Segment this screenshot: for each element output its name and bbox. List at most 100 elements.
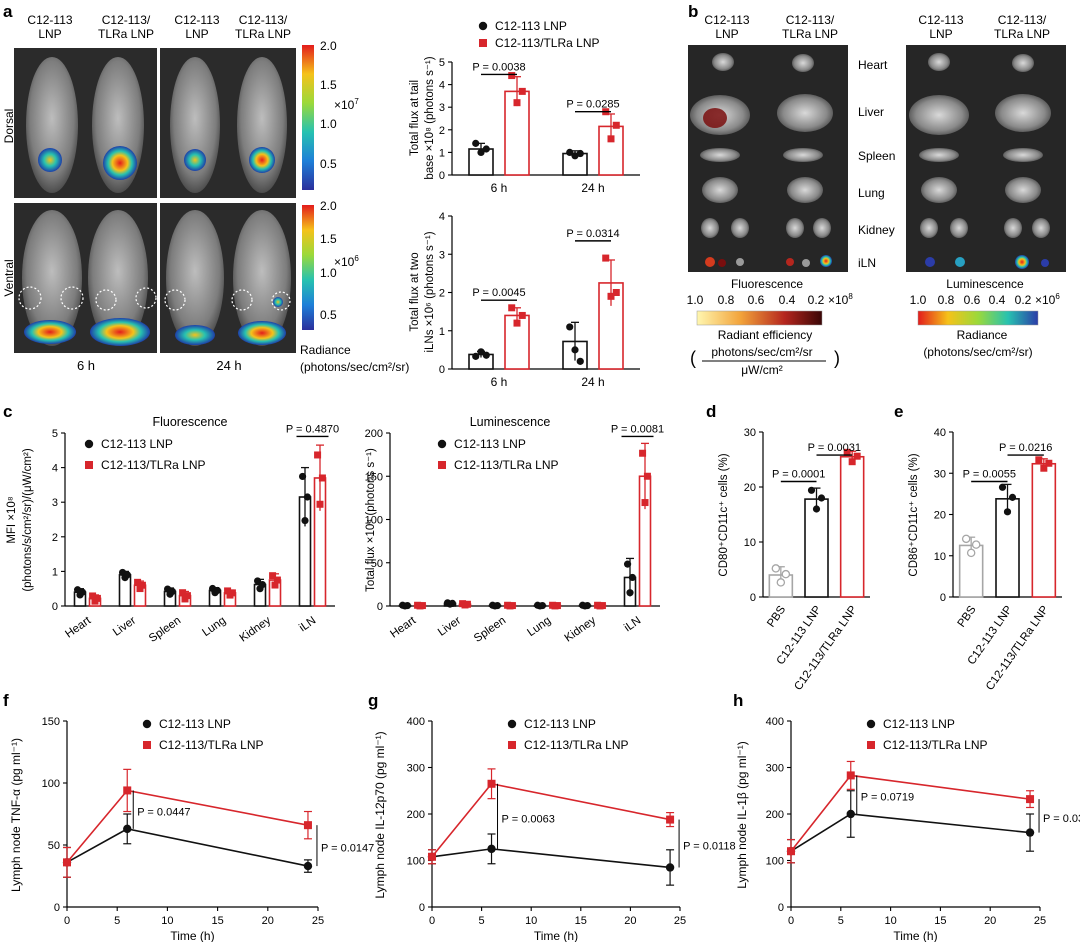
h-x-tick-label: 20: [984, 915, 996, 927]
a_bottom-point-2-2: [612, 289, 620, 296]
c_fl-point-2-6: [314, 451, 322, 459]
e-point-3: [1040, 464, 1048, 472]
a_bottom-point-2-1: [518, 311, 526, 319]
a-bottom-p1-label: P = 0.0045: [472, 287, 525, 299]
e-y-tick-label: 0: [940, 592, 946, 604]
a_bottom-point-1-2: [571, 346, 579, 354]
f-x-tick-label: 5: [114, 915, 120, 927]
a_bottom-y-tick-label: 3: [439, 249, 445, 261]
c_fl-y-tick-label: 4: [52, 463, 58, 475]
g-x-tick-label: 5: [479, 915, 485, 927]
c_lu-point-1-2: [448, 599, 457, 608]
f-x-tick-label: 15: [211, 915, 223, 927]
c_fl-point-1-6: [301, 516, 309, 525]
f-p1-label: P = 0.0447: [137, 807, 190, 819]
c_lu-x-label: Liver: [436, 615, 463, 639]
f-legend-marker-1: [142, 719, 152, 729]
b-fluorescence-title: Fluorescence: [731, 277, 803, 291]
e-ylabel: CD86⁺CD11c⁺ cells (%): [908, 453, 920, 576]
c_lu-point-2-4: [553, 602, 561, 610]
e-point-2: [1003, 508, 1012, 516]
panel-letter-f: f: [3, 691, 9, 710]
g-line-1: [431, 848, 671, 869]
d-point-1: [771, 564, 781, 573]
a_top-y-tick-label: 4: [439, 80, 445, 92]
c_lu-x-label: Spleen: [472, 615, 508, 645]
d-ylabel: CD80⁺CD11c⁺ cells (%): [718, 453, 730, 576]
h-legend-label-1: C12-113 LNP: [883, 717, 955, 731]
g-x-tick-label: 0: [429, 915, 435, 927]
a_top-bar-2-2: [598, 125, 624, 176]
c_fl-point-2-5: [271, 581, 279, 589]
e-x-label: C12-113/TLRa LNP: [984, 604, 1051, 693]
g-point-1-3: [665, 863, 675, 872]
d-point-1: [776, 578, 786, 587]
a-time-24h: 24 h: [216, 358, 241, 373]
c-fl-ylabel-1: MFI ×10⁸: [6, 496, 18, 544]
c_lu-x-label: iLN: [622, 615, 643, 635]
a-col-label-3: C12-113 LNP: [174, 13, 219, 41]
b-fl-paren-r: ): [834, 348, 840, 368]
b-organs: [690, 53, 1051, 238]
b-organ-spleen: Spleen: [858, 149, 895, 163]
c_lu-point-2-1: [418, 602, 426, 610]
c_fl-point-2-2: [134, 578, 142, 586]
d-point-3: [848, 458, 856, 466]
a-col-label-1: C12-113 LNP: [27, 13, 72, 41]
d-point-3: [853, 452, 861, 460]
f-x-tick-label: 0: [64, 915, 70, 927]
d-p2-label: P = 0.0031: [808, 442, 861, 454]
g-legend-marker-1: [507, 719, 517, 729]
c_fl-x-label: Lung: [200, 615, 228, 640]
a-cbar-bottom-tick-2: 1.5: [320, 232, 337, 246]
a_top-y-tick-label: 0: [439, 170, 445, 182]
g-x-tick-label: 25: [674, 915, 686, 927]
b-fl-unit-1: Radiant efficiency: [718, 328, 813, 342]
panel-letter-d: d: [706, 402, 716, 421]
a-cbar-top-tick-3: 1.0: [320, 117, 337, 131]
f-line-2: [66, 789, 309, 863]
c_lu-x-label: Kidney: [563, 614, 599, 644]
c-fl-ylabel-2: (photons/s/cm²/sr)/(μW/cm²): [22, 448, 34, 592]
a_top-y-tick-label: 1: [439, 147, 445, 159]
f-point-2-1: [63, 858, 71, 867]
g-y-tick-label: 300: [407, 763, 425, 775]
panel-letters: a b c d e f g h: [3, 2, 903, 710]
c_lu-point-1-6: [626, 589, 634, 597]
c_lu-x-label: Heart: [388, 614, 419, 640]
g-ylabel: Lymph node IL-12p70 (pg ml⁻¹): [373, 731, 387, 898]
a_top-point-2-1: [513, 99, 521, 107]
g-legend-label-2: C12-113/TLRa LNP: [524, 738, 629, 752]
b-organ-liver: Liver: [858, 105, 884, 119]
g-legend-label-1: C12-113 LNP: [524, 717, 596, 731]
c-lu-legend-label-1: C12-113 LNP: [454, 437, 526, 451]
b-organ-lung: Lung: [858, 186, 885, 200]
h-point-2-3: [1026, 795, 1035, 804]
f-x-tick-label: 10: [161, 915, 173, 927]
a-top-legend-label-1: C12-113 LNP: [495, 19, 567, 33]
f-legend-label-1: C12-113 LNP: [159, 717, 231, 731]
g-point-1-2: [487, 844, 496, 854]
b-organ-heart: Heart: [858, 58, 888, 72]
h-y-tick-label: 200: [766, 809, 784, 821]
d-point-1: [781, 569, 791, 579]
d-y-tick-label: 0: [750, 592, 756, 604]
h-x-tick-label: 0: [788, 915, 794, 927]
d-y-tick-label: 30: [744, 427, 756, 439]
a_top-y-tick-label: 5: [439, 57, 445, 69]
h-p2-label: P = 0.0399: [1043, 813, 1080, 825]
c_fl-point-2-6: [316, 500, 324, 508]
h-line-2: [790, 774, 1031, 852]
b-organ-kidney: Kidney: [858, 223, 895, 237]
f-p2-label: P = 0.0147: [321, 843, 374, 855]
label-line: LNP: [185, 27, 208, 41]
f-point-1-3: [303, 861, 313, 871]
b-col-label-2: C12-113/TLRa LNP: [782, 13, 838, 41]
f-xlabel: Time (h): [170, 929, 214, 942]
a-bottom-ylabel-2: iLNs ×10⁶ (photons s⁻¹): [424, 231, 436, 352]
b-lu-unit-1: Radiance: [957, 328, 1008, 342]
g-x-tick-label: 10: [525, 915, 537, 927]
c_lu-y-tick-label: 100: [365, 515, 383, 527]
